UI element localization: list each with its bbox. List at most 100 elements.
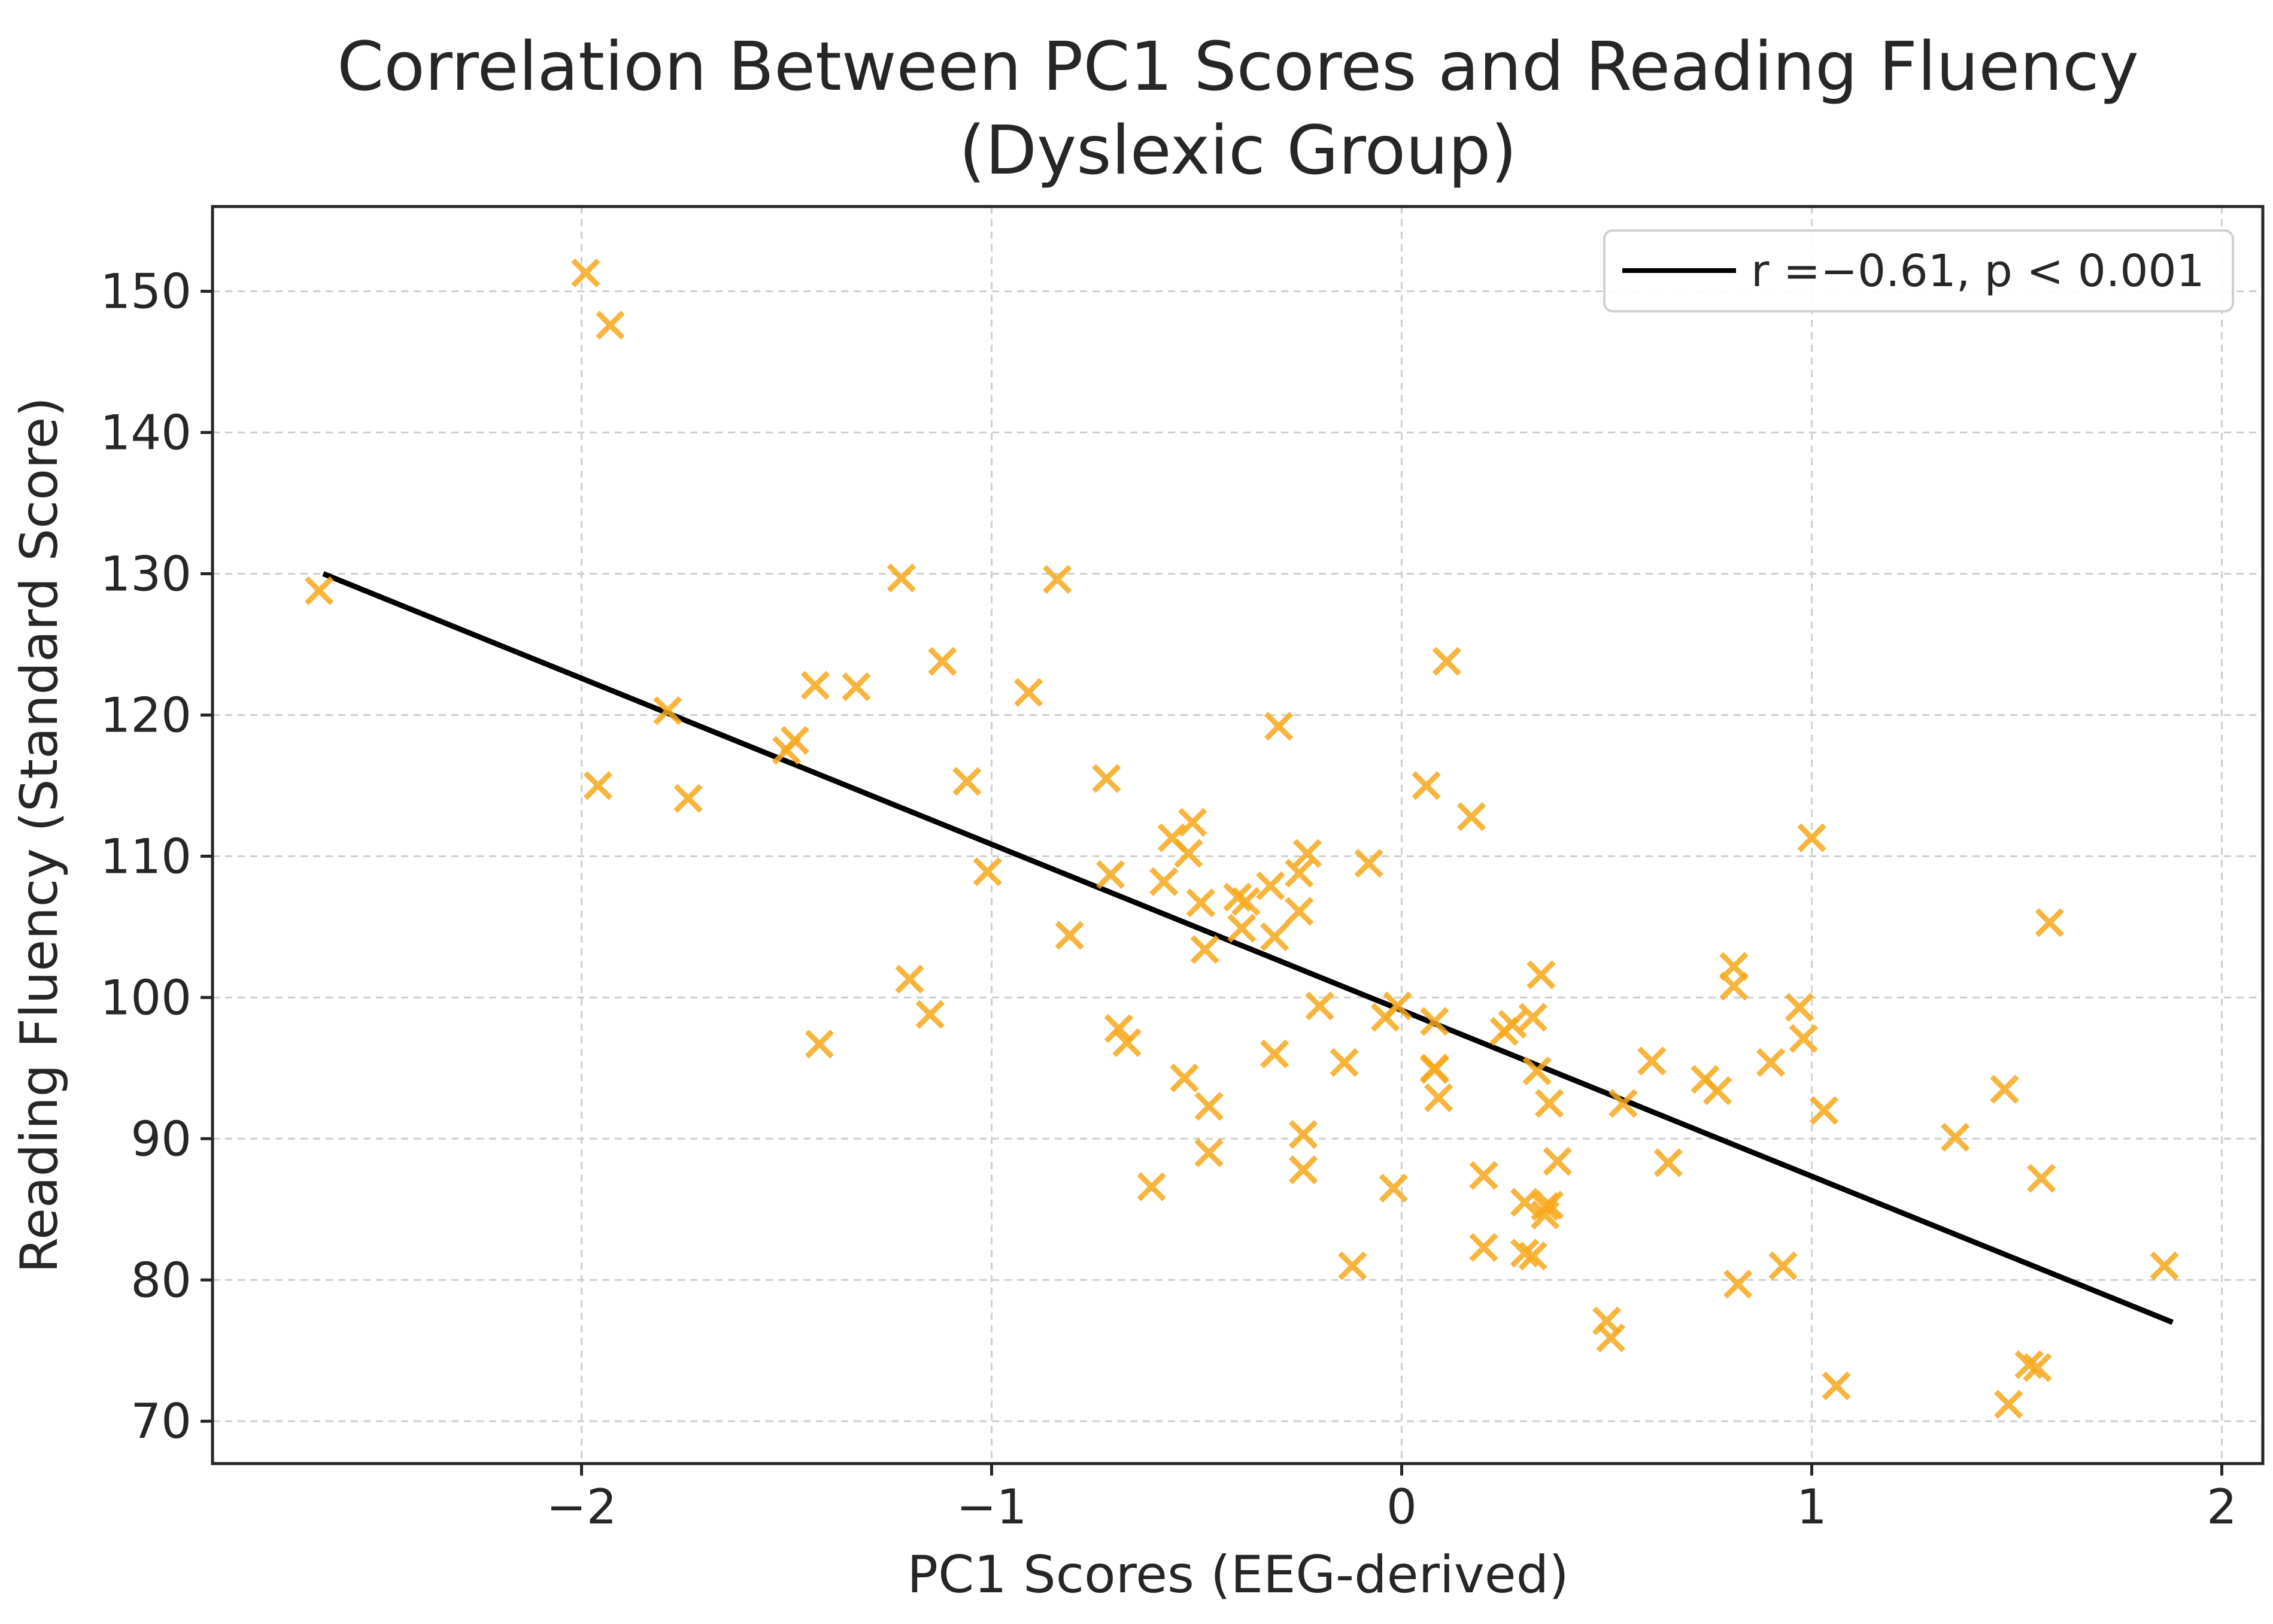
scatter-point [1186, 888, 1216, 918]
scatter-point [1432, 646, 1462, 676]
scatter-point [1095, 860, 1125, 890]
y-tick-label: 110 [100, 828, 192, 884]
scatter-point [2026, 1164, 2056, 1193]
scatter-point [1785, 992, 1814, 1022]
y-tick-label: 80 [131, 1252, 192, 1308]
scatter-point [1596, 1323, 1626, 1353]
scatter-point [952, 767, 982, 796]
scatter-point [1498, 1009, 1527, 1039]
scatter-point [1469, 1161, 1498, 1190]
scatter-point [1653, 1148, 1683, 1177]
legend-box [1603, 229, 2234, 312]
scatter-point [1510, 1239, 1540, 1268]
scatter-point [887, 563, 916, 593]
scatter-point [1518, 1003, 1547, 1032]
scatter-point [1527, 960, 1556, 989]
scatter-point [1518, 1241, 1547, 1271]
scatter-point [1756, 1048, 1786, 1077]
y-tick-label: 150 [100, 264, 192, 320]
y-tick-label: 120 [100, 687, 192, 743]
scatter-point [1178, 808, 1207, 837]
scatter-point [1354, 849, 1383, 878]
scatter-point [1469, 1233, 1498, 1262]
scatter-point [653, 696, 682, 726]
plot-frame [211, 205, 2265, 1465]
x-tick-label: 0 [1386, 1479, 1417, 1535]
scatter-point [842, 672, 871, 702]
scatter-point [1092, 764, 1121, 793]
scatter-point [1609, 1089, 1638, 1118]
scatter-point [1723, 1270, 1753, 1299]
data-points [304, 258, 2179, 1419]
scatter-point [1420, 1007, 1449, 1036]
scatter-point [1174, 839, 1203, 868]
scatter-point [1013, 678, 1043, 707]
scatter-point [1260, 922, 1289, 952]
scatter-point [805, 1030, 834, 1059]
scatter-point [1264, 712, 1294, 741]
regression-fit [322, 571, 2174, 1325]
scatter-point [1055, 921, 1084, 950]
scatter-point [1194, 1138, 1224, 1168]
scatter-point [772, 736, 802, 765]
scatter-point [1383, 991, 1412, 1021]
scatter-point [895, 964, 924, 994]
y-tick-label: 140 [100, 405, 192, 461]
scatter-point [1285, 858, 1314, 888]
scatter-point [1137, 1172, 1166, 1201]
x-tick-label: 1 [1796, 1479, 1827, 1535]
scatter-point [2035, 908, 2064, 937]
scatter-point [1456, 802, 1486, 831]
regression-line [322, 571, 2174, 1325]
scatter-point [304, 576, 334, 605]
scatter-point [1522, 1056, 1552, 1086]
scatter-point [583, 771, 613, 800]
scatter-point [1288, 1155, 1318, 1185]
legend-label: r =−0.61, p < 0.001 [1751, 245, 2205, 297]
scatter-point [1412, 771, 1441, 800]
scatter-point [1534, 1191, 1564, 1220]
scatter-point [1330, 1048, 1359, 1077]
grid [213, 207, 2263, 1464]
scatter-point [1941, 1122, 1970, 1152]
scatter-point [973, 857, 1002, 887]
scatter-point [1379, 1173, 1408, 1203]
scatter-point [1809, 1095, 1839, 1125]
scatter-point [1305, 991, 1334, 1021]
chart-title-line-2: (Dyslexic Group) [959, 112, 1517, 190]
scatter-point [1637, 1046, 1667, 1076]
legend: r =−0.61, p < 0.001 [1603, 229, 2234, 312]
scatter-point [1424, 1083, 1453, 1113]
scatter-point [1822, 1371, 1851, 1401]
scatter-point [1042, 564, 1072, 594]
scatter-point [928, 646, 957, 676]
scatter-point [1994, 1389, 2023, 1419]
scatter-point [1543, 1146, 1572, 1176]
scatter-point [1223, 882, 1252, 912]
scatter-point [1592, 1306, 1622, 1335]
scatter-point [1719, 972, 1749, 1001]
scatter-point [1789, 1024, 1818, 1053]
scatter-point [1285, 897, 1314, 926]
scatter-point [1768, 1251, 1798, 1280]
y-tick-label: 90 [131, 1111, 192, 1167]
scatter-point [1797, 823, 1826, 852]
scatter-point [1990, 1074, 2019, 1104]
scatter-point [571, 258, 600, 288]
axis-ticks: −2 −1 0 1 2 70 80 90 100 110 120 130 140 150 [100, 264, 2237, 1535]
y-tick-label: 70 [131, 1394, 192, 1449]
scatter-point [2014, 1350, 2044, 1380]
scatter-point [1227, 913, 1257, 943]
scatter-point [1534, 1089, 1564, 1118]
scatter-point [1231, 887, 1261, 916]
scatter-point [1338, 1251, 1367, 1280]
y-tick-label: 100 [100, 970, 192, 1025]
scatter-point [1149, 867, 1179, 897]
scatter-point [2023, 1353, 2052, 1382]
scatter-point [1190, 934, 1219, 964]
scatter-point [1703, 1076, 1732, 1106]
scatter-point [1292, 839, 1322, 868]
scatter-point [1420, 1054, 1449, 1083]
